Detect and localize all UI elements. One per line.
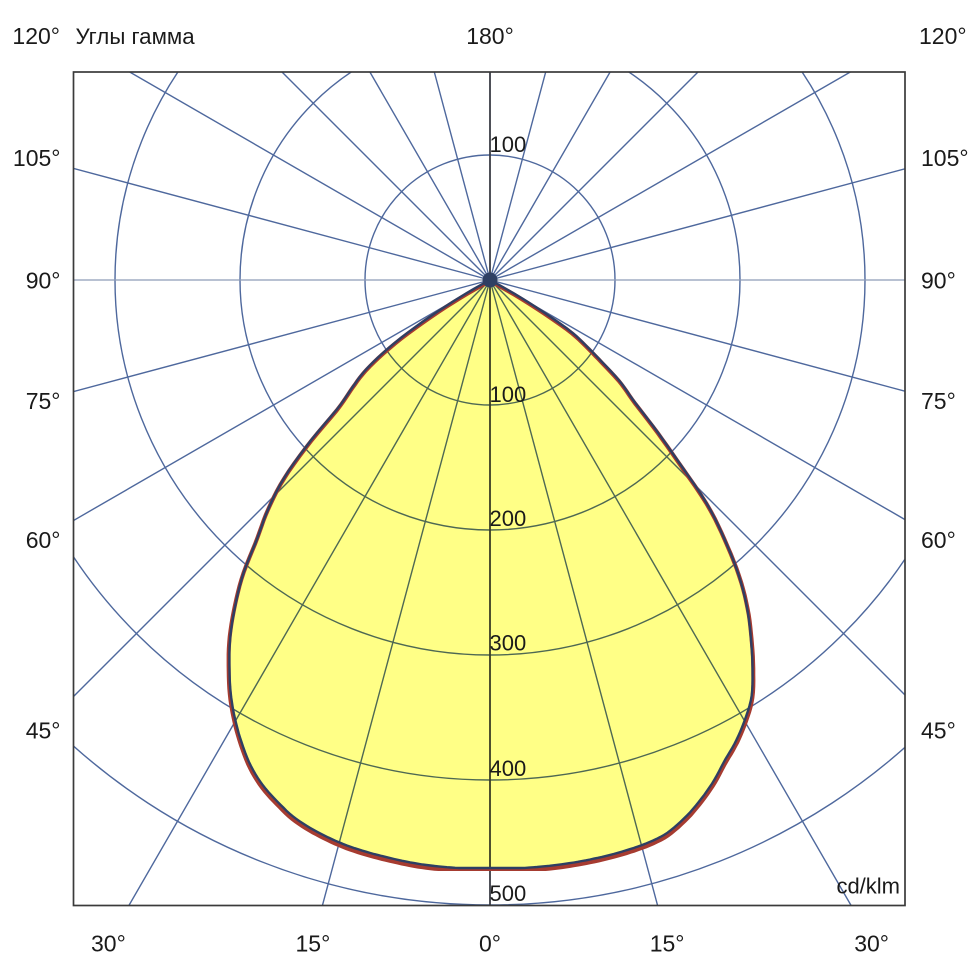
svg-text:105°: 105° bbox=[921, 145, 969, 171]
svg-text:120°: 120° bbox=[12, 23, 60, 49]
svg-text:300: 300 bbox=[490, 631, 527, 656]
svg-text:15°: 15° bbox=[650, 930, 685, 956]
svg-text:75°: 75° bbox=[921, 388, 956, 414]
svg-text:100: 100 bbox=[490, 382, 527, 407]
svg-text:400: 400 bbox=[490, 756, 527, 781]
svg-text:45°: 45° bbox=[26, 717, 61, 743]
svg-text:30°: 30° bbox=[91, 930, 126, 956]
svg-text:120°: 120° bbox=[919, 23, 967, 49]
svg-text:45°: 45° bbox=[921, 717, 956, 743]
svg-text:cd/klm: cd/klm bbox=[836, 874, 900, 899]
svg-text:Углы гамма: Углы гамма bbox=[76, 24, 196, 49]
svg-text:100: 100 bbox=[490, 132, 527, 157]
svg-text:180°: 180° bbox=[466, 23, 514, 49]
svg-text:90°: 90° bbox=[26, 267, 61, 293]
svg-text:200: 200 bbox=[490, 506, 527, 531]
svg-text:30°: 30° bbox=[854, 930, 889, 956]
svg-text:105°: 105° bbox=[13, 145, 61, 171]
svg-text:75°: 75° bbox=[26, 388, 61, 414]
svg-text:500: 500 bbox=[490, 881, 527, 906]
svg-text:15°: 15° bbox=[296, 930, 331, 956]
svg-text:60°: 60° bbox=[26, 527, 61, 553]
svg-text:60°: 60° bbox=[921, 527, 956, 553]
svg-text:90°: 90° bbox=[921, 267, 956, 293]
svg-text:0°: 0° bbox=[479, 930, 501, 956]
